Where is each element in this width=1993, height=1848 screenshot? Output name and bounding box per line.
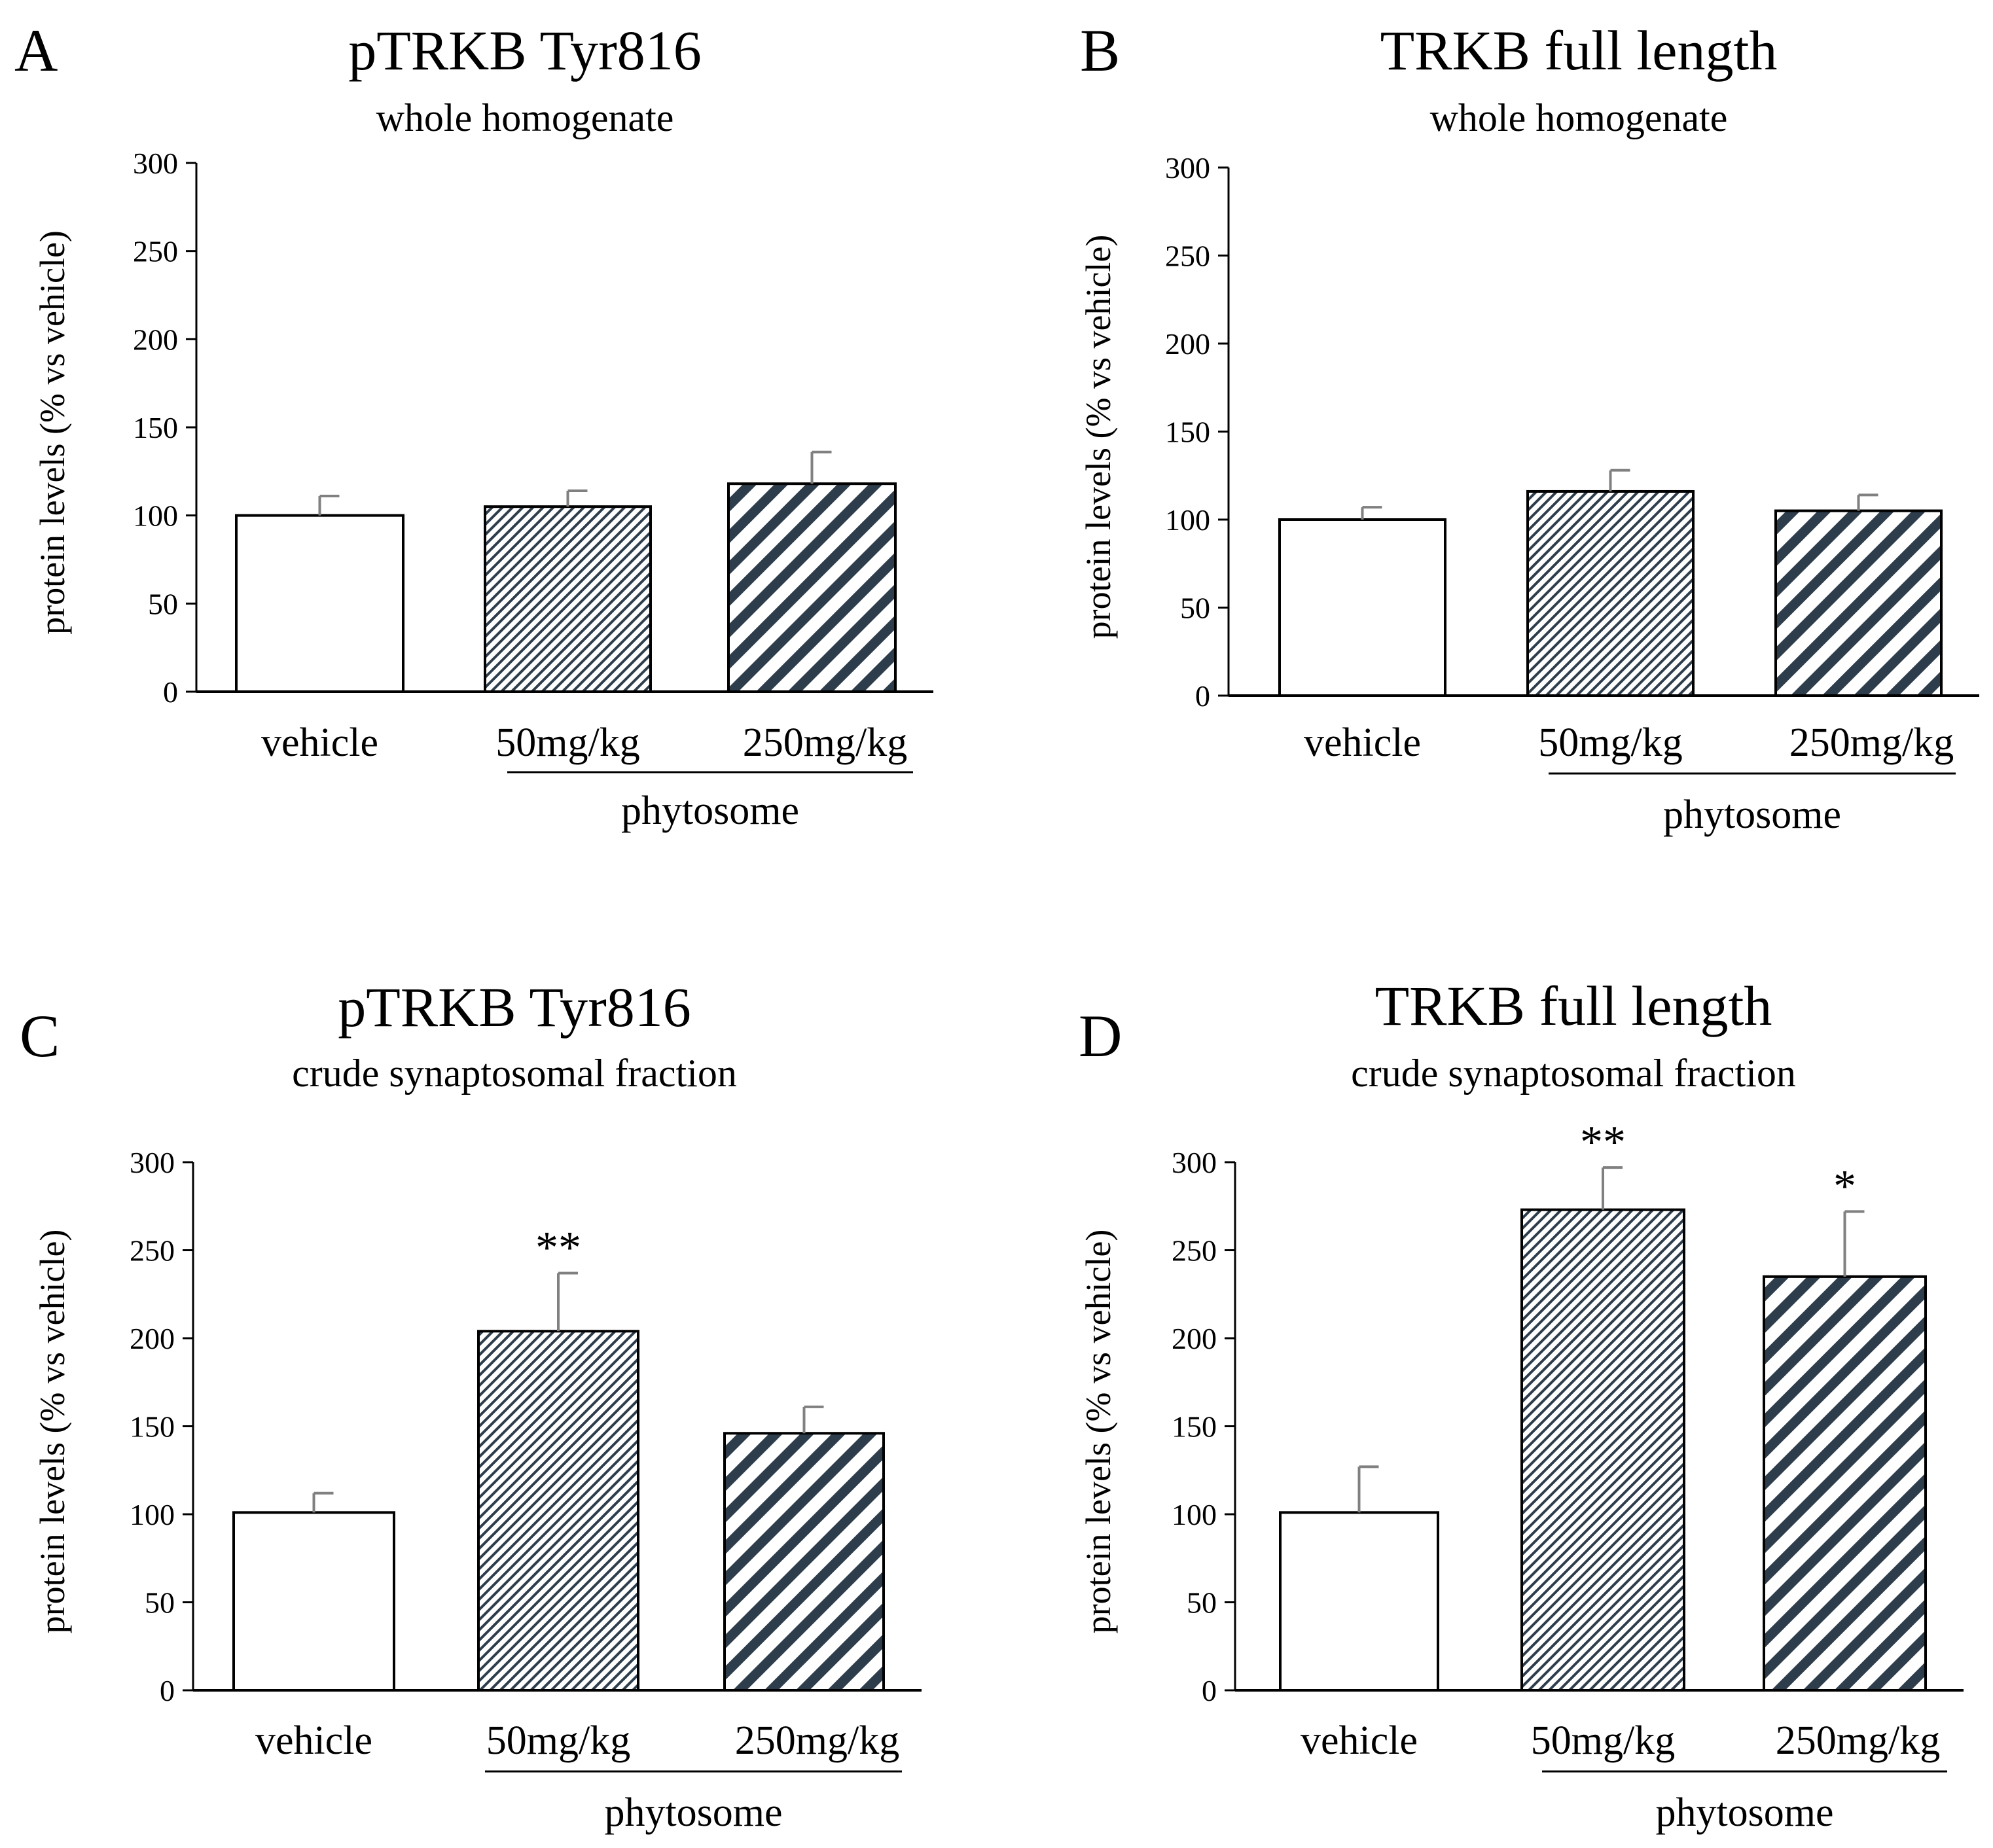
error-bar xyxy=(1357,1465,1379,1513)
panel-letter-a: A xyxy=(14,17,58,84)
bar xyxy=(232,1511,395,1692)
chart-subtitle: whole homogenate xyxy=(1430,96,1728,139)
y-tick-label: 250 xyxy=(130,1234,175,1268)
bar xyxy=(1763,1275,1927,1692)
bar xyxy=(1526,489,1695,698)
y-tick-label: 0 xyxy=(1202,1674,1217,1707)
bar xyxy=(1279,1511,1439,1692)
y-tick-label: 0 xyxy=(160,1674,175,1707)
y-tick-label: 200 xyxy=(1165,327,1210,361)
category-label: 50mg/kg xyxy=(495,720,639,765)
panel-b: B TRKB full length whole homogenate prot… xyxy=(1079,17,1979,837)
y-tick-label: 50 xyxy=(1187,1586,1217,1620)
category-label: 250mg/kg xyxy=(743,720,907,765)
y-tick-label: 50 xyxy=(1180,592,1210,625)
chart-title: TRKB full length xyxy=(1375,974,1772,1037)
panel-letter-c: C xyxy=(20,1003,60,1069)
y-tick-label: 0 xyxy=(1195,679,1210,713)
y-tick-label: 50 xyxy=(145,1586,175,1620)
y-tick-label: 50 xyxy=(148,587,178,620)
error-bar xyxy=(1609,469,1630,491)
y-axis-label: protein levels (% vs vehicle) xyxy=(1079,1230,1118,1634)
y-tick-label: 250 xyxy=(133,235,178,268)
bar xyxy=(723,1432,885,1692)
y-axis-label: protein levels (% vs vehicle) xyxy=(33,230,72,635)
error-bar xyxy=(1843,1210,1865,1277)
y-tick-label: 300 xyxy=(1165,151,1210,185)
chart-title: TRKB full length xyxy=(1380,19,1778,82)
group-label: phytosome xyxy=(621,789,799,833)
y-tick-label: 250 xyxy=(1172,1234,1217,1268)
panel-letter-b: B xyxy=(1080,17,1120,84)
category-label: 250mg/kg xyxy=(1789,720,1954,765)
y-tick-label: 100 xyxy=(1172,1498,1217,1531)
chart-title: pTRKB Tyr816 xyxy=(338,976,691,1039)
y-tick-label: 200 xyxy=(130,1322,175,1355)
y-tick-label: 300 xyxy=(130,1146,175,1179)
significance-marker: ** xyxy=(1580,1117,1626,1167)
error-bar xyxy=(566,489,588,507)
y-tick-label: 300 xyxy=(1172,1146,1217,1179)
y-tick-label: 100 xyxy=(130,1498,175,1531)
y-tick-label: 0 xyxy=(163,675,178,709)
bar xyxy=(235,514,404,694)
error-bar xyxy=(1361,506,1382,520)
bar xyxy=(477,1330,639,1692)
error-bar xyxy=(557,1271,578,1332)
y-axis-label: protein levels (% vs vehicle) xyxy=(1079,235,1118,639)
error-bar xyxy=(312,1491,334,1513)
error-bar xyxy=(802,1405,824,1434)
chart-title: pTRKB Tyr816 xyxy=(348,19,701,82)
group-label: phytosome xyxy=(1655,1790,1833,1835)
chart-subtitle: whole homogenate xyxy=(376,96,674,139)
panel-letter-d: D xyxy=(1079,1003,1122,1069)
category-label: 50mg/kg xyxy=(1531,1718,1675,1763)
y-tick-label: 150 xyxy=(133,411,178,444)
bar xyxy=(1774,509,1943,697)
error-bar xyxy=(810,450,832,484)
y-tick-label: 200 xyxy=(133,323,178,356)
category-label: 250mg/kg xyxy=(1776,1718,1940,1763)
category-label: 50mg/kg xyxy=(1538,720,1682,765)
error-bar xyxy=(318,495,340,516)
panel-c: C pTRKB Tyr816 crude synaptosomal fracti… xyxy=(20,976,922,1835)
y-tick-label: 300 xyxy=(133,147,178,180)
y-tick-label: 150 xyxy=(1165,416,1210,449)
significance-marker: ** xyxy=(535,1222,581,1273)
category-label: 250mg/kg xyxy=(735,1718,899,1763)
bar xyxy=(1520,1208,1685,1692)
bar xyxy=(1278,518,1446,697)
bar xyxy=(727,482,897,693)
panel-d: D TRKB full length crude synaptosomal fr… xyxy=(1079,974,1964,1835)
error-bar xyxy=(1857,493,1878,511)
chart-subtitle: crude synaptosomal fraction xyxy=(1351,1052,1796,1095)
y-tick-label: 100 xyxy=(133,499,178,533)
category-label: vehicle xyxy=(1301,1718,1418,1763)
group-label: phytosome xyxy=(604,1790,782,1835)
category-label: 50mg/kg xyxy=(486,1718,630,1763)
category-label: vehicle xyxy=(1304,720,1421,765)
y-tick-label: 150 xyxy=(1172,1410,1217,1444)
panel-a: A pTRKB Tyr816 whole homogenate protein … xyxy=(14,17,933,833)
error-bar xyxy=(1602,1166,1623,1210)
category-label: vehicle xyxy=(255,1718,372,1763)
chart-subtitle: crude synaptosomal fraction xyxy=(292,1052,737,1095)
y-tick-label: 250 xyxy=(1165,240,1210,273)
y-axis-label: protein levels (% vs vehicle) xyxy=(33,1230,72,1634)
y-tick-label: 200 xyxy=(1172,1322,1217,1355)
category-label: vehicle xyxy=(261,720,378,765)
bar xyxy=(484,505,652,693)
significance-marker: * xyxy=(1833,1161,1856,1211)
y-tick-label: 150 xyxy=(130,1410,175,1444)
group-label: phytosome xyxy=(1663,792,1841,837)
y-tick-label: 100 xyxy=(1165,503,1210,537)
